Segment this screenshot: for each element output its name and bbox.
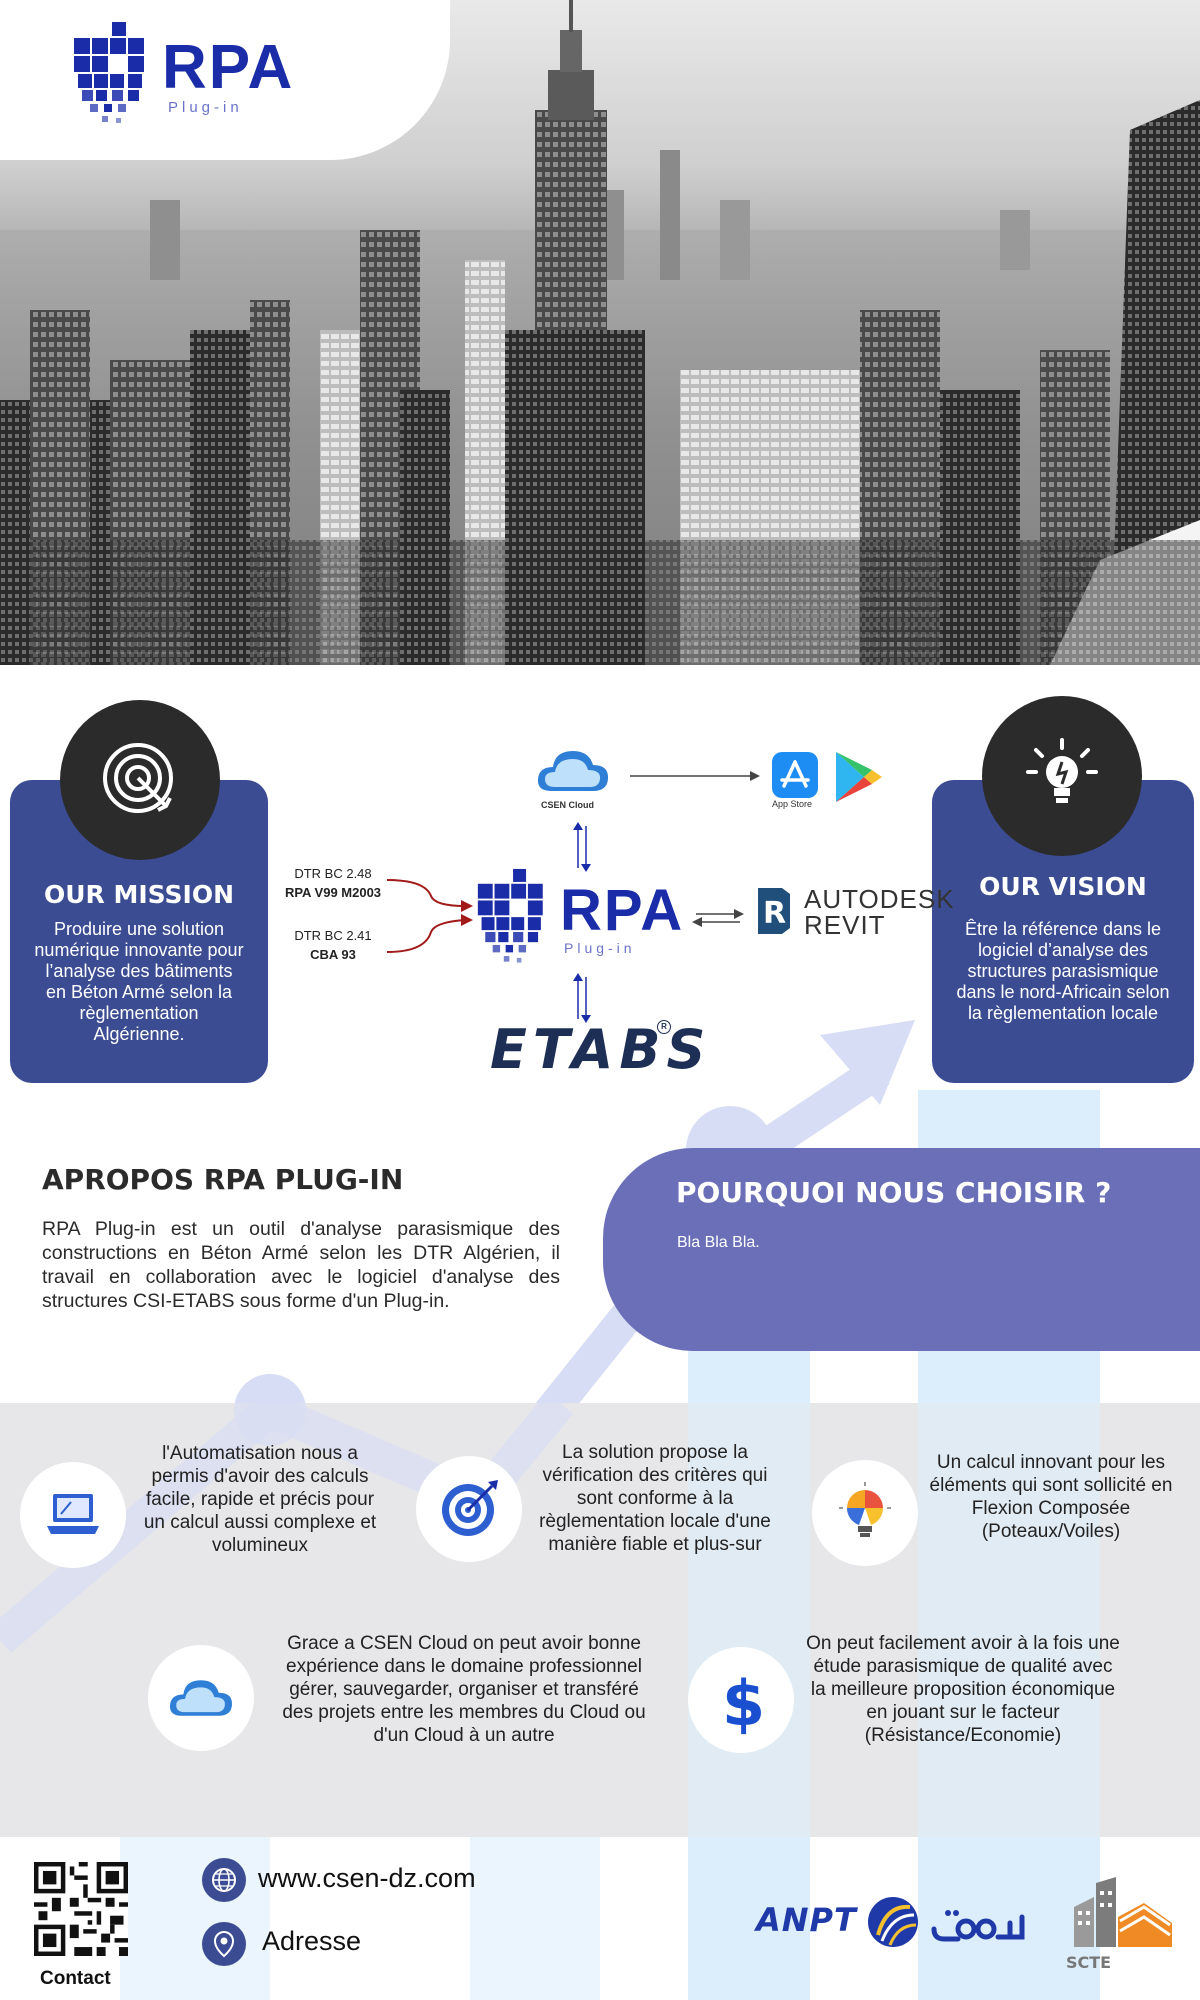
hero-logo-backdrop: [0, 0, 450, 160]
etabs-logo: ETABS: [490, 1018, 712, 1081]
scte-logo-mark: [1074, 1877, 1172, 1947]
lightbulb-icon: [1026, 738, 1098, 803]
center-logo-title: RPA: [560, 878, 685, 943]
features-section: [0, 1403, 1200, 1837]
feature-text-5: On peut facilement avoir à la fois une é…: [806, 1633, 1120, 1746]
scte-logo-text: SCTE: [1066, 1953, 1112, 1972]
decor-bar: [120, 1837, 270, 2000]
decor-bar: [918, 1403, 1100, 1837]
feature-icon-circle: [148, 1645, 254, 1751]
vision-text: Être la référence dans le logiciel d’ana…: [956, 919, 1170, 1023]
city-skyline-illustration: [0, 0, 1200, 665]
revit-label: AUTODESK REVIT: [804, 886, 955, 938]
about-text: RPA Plug-in est un outil d'analyse paras…: [42, 1218, 560, 1312]
footer: Contact www.csen-dz.com Adresse ANPT: [0, 1837, 1200, 2000]
dtr-label-2: DTR BC 2.41 CBA 93: [278, 928, 388, 962]
mission-title: OUR MISSION: [43, 880, 235, 909]
google-play-icon: [836, 752, 882, 802]
why-choose-us-panel: POURQUOI NOUS CHOISIR ? Bla Bla Bla.: [603, 1148, 1200, 1351]
decor-bar: [470, 1837, 600, 2000]
feature-text-1: l'Automatisation nous a permis d'avoir d…: [143, 1443, 377, 1556]
arabic-partner-logo: [931, 1910, 1025, 1942]
revit-logo-icon: R: [758, 888, 790, 934]
feature-icon-circle: [20, 1462, 126, 1568]
location-icon-circle: [202, 1922, 246, 1966]
logo-tagline: Plug-in: [168, 98, 243, 116]
dollar-icon: $: [722, 1667, 765, 1735]
laptop-icon: [47, 1494, 99, 1534]
globe-icon: [212, 1868, 236, 1892]
app-store-label: App Store: [772, 799, 813, 809]
csen-cloud-label: CSEN Cloud: [541, 800, 594, 810]
bidirectional-arrow-icon: [573, 822, 591, 872]
rpa-center-logo: RPA Plug-in: [476, 866, 684, 972]
lightbulb-icon: [839, 1482, 891, 1537]
revit-line-1: AUTODESK: [804, 884, 955, 914]
decor-bar: [688, 1403, 810, 1837]
contact-label: Contact: [40, 1968, 111, 1989]
svg-text:$: $: [722, 1667, 765, 1735]
rpa-logo: RPA Plug-in: [72, 20, 294, 132]
vision-title: OUR VISION: [979, 872, 1147, 901]
arrow-right-icon: [630, 771, 760, 781]
qr-code[interactable]: [34, 1862, 128, 1956]
why-title: POURQUOI NOUS CHOISIR ?: [676, 1176, 1112, 1209]
app-store-icon: [772, 752, 818, 798]
center-logo-tagline: Plug-in: [564, 940, 636, 956]
decor-bar: [688, 1837, 810, 2000]
rpa-puzzle-mark-icon: [74, 22, 144, 123]
feature-text-4: Grace a CSEN Cloud on peut avoir bonne e…: [282, 1633, 646, 1746]
feature-icon-circle: [416, 1456, 522, 1562]
mission-circle: [60, 700, 220, 860]
about-title: APROPOS RPA PLUG-IN: [42, 1163, 404, 1196]
curved-arrows-icon: [386, 879, 473, 953]
dtr-2-code: CBA 93: [310, 947, 356, 962]
decor-bar: [918, 1837, 1100, 2000]
why-text: Bla Bla Bla.: [677, 1234, 760, 1251]
csen-cloud-icon: [537, 751, 609, 791]
vision-circle: [982, 696, 1142, 856]
target-icon: [103, 743, 173, 813]
horizontal-bidirectional-arrow-icon: [692, 909, 744, 927]
bidirectional-arrow-icon: [573, 973, 591, 1023]
growth-arrow-decor: [0, 1403, 574, 1653]
anpt-logo-text: ANPT: [756, 1901, 857, 1939]
anpt-emblem-icon: [868, 1897, 918, 1947]
target-icon: [442, 1480, 498, 1536]
address-label: Adresse: [262, 1926, 362, 1956]
feature-icon-circle: $: [688, 1647, 794, 1753]
logo-title: RPA: [162, 32, 295, 102]
revit-line-2: REVIT: [804, 910, 886, 940]
dtr-2-label: DTR BC 2.41: [294, 928, 372, 943]
dtr-1-code: RPA V99 M2003: [284, 885, 382, 900]
rpa-puzzle-mark-icon: [477, 868, 543, 963]
cloud-icon: [169, 1680, 233, 1716]
mission-text: Produire une solution numérique innovant…: [34, 919, 244, 1044]
vision-card: OUR VISION Être la référence dans le log…: [932, 780, 1194, 1083]
feature-text-3: Un calcul innovant pour les éléments qui…: [929, 1452, 1173, 1542]
etabs-registered-mark: R: [657, 1020, 671, 1034]
globe-icon-circle: [202, 1858, 246, 1902]
hero-banner: [0, 0, 1200, 665]
dtr-1-label: DTR BC 2.48: [294, 866, 372, 881]
feature-text-2: La solution propose la vérification des …: [539, 1442, 771, 1555]
website-link[interactable]: www.csen-dz.com: [258, 1863, 476, 1893]
feature-icon-circle: [812, 1460, 918, 1566]
dtr-label-1: DTR BC 2.48 RPA V99 M2003: [278, 866, 388, 900]
location-pin-icon: [213, 1930, 235, 1958]
svg-text:R: R: [763, 896, 786, 931]
